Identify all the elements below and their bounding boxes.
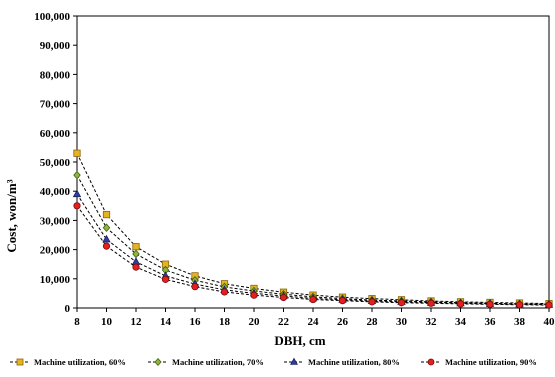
data-point (515, 301, 524, 309)
x-tick-label: 18 (219, 316, 231, 328)
data-point (102, 234, 111, 243)
data-point (73, 149, 81, 157)
series-line (76, 174, 550, 305)
x-tick-label: 28 (367, 316, 379, 328)
legend-item-2: Machine utilization, 70% (148, 357, 264, 367)
y-tick-label: 70,000 (40, 99, 71, 111)
legend-item-4: Machine utilization, 90% (421, 357, 537, 367)
legend-label: Machine utilization, 90% (445, 357, 537, 367)
x-tick-label: 14 (160, 316, 172, 328)
series-1 (73, 149, 553, 308)
y-tick-label: 80,000 (40, 69, 71, 81)
x-tick-label: 40 (544, 316, 555, 328)
data-point (338, 297, 347, 305)
series-line (76, 205, 550, 306)
x-tick-label: 36 (485, 316, 497, 328)
legend-item-1: Machine utilization, 60% (10, 357, 126, 367)
y-tick-label: 0 (65, 303, 71, 315)
data-point (309, 295, 317, 304)
y-axis-title: Cost, won/m³ (4, 179, 19, 252)
data-point (486, 300, 494, 308)
x-tick-label: 38 (514, 316, 526, 328)
x-tick-label: 24 (308, 316, 320, 328)
data-point (132, 243, 140, 251)
data-point (397, 299, 406, 307)
data-point (161, 275, 170, 283)
legend-label: Machine utilization, 70% (172, 357, 264, 367)
data-point (279, 293, 288, 302)
data-point (368, 298, 376, 306)
legend-label: Machine utilization, 60% (34, 357, 126, 367)
data-point (72, 189, 82, 198)
data-point (102, 223, 111, 232)
x-tick-label: 34 (455, 316, 467, 328)
x-axis-title: DBH, cm (274, 333, 325, 348)
data-point (131, 257, 141, 265)
series-line (76, 153, 550, 305)
x-tick-label: 16 (190, 316, 202, 328)
data-point (545, 301, 553, 309)
data-point (102, 210, 111, 219)
legend: Machine utilization, 60% Machine utilizat… (10, 357, 537, 367)
y-tick-label: 100,000 (34, 11, 70, 23)
x-tick-label: 30 (396, 316, 408, 328)
axes: 0 10,000 20,000 30,000 40,000 50,000 60,000 70,… (34, 11, 555, 328)
y-tick-label: 20,000 (40, 245, 71, 257)
x-tick-label: 12 (131, 316, 143, 328)
data-point (220, 288, 229, 296)
y-tick-label: 30,000 (40, 215, 71, 227)
legend-marker (16, 358, 24, 366)
data-point (427, 299, 435, 307)
y-tick-label: 50,000 (40, 157, 71, 169)
legend-label: Machine utilization, 80% (308, 357, 400, 367)
x-tick-label: 10 (101, 316, 113, 328)
data-point (456, 300, 465, 308)
y-tick-label: 40,000 (40, 186, 71, 198)
legend-marker (427, 358, 435, 366)
data-point (73, 170, 81, 180)
x-tick-label: 22 (278, 316, 290, 328)
data-point (250, 291, 258, 299)
plot-frame (76, 15, 550, 309)
legend-item-3: Machine utilization, 80% (284, 357, 400, 367)
x-tick-label: 20 (249, 316, 261, 328)
y-tick-label: 60,000 (40, 128, 71, 140)
plot-area (76, 15, 550, 309)
data-point (102, 242, 111, 250)
y-tick-label: 10,000 (40, 274, 71, 286)
legend-marker (290, 357, 298, 365)
series-layer (72, 149, 554, 309)
series-3 (72, 189, 554, 308)
data-point (132, 263, 140, 271)
series-2 (73, 170, 553, 309)
x-tick-label: 8 (74, 316, 80, 328)
series-line (76, 193, 550, 306)
data-point (73, 202, 81, 210)
x-tick-label: 26 (337, 316, 349, 328)
legend-marker (154, 357, 162, 367)
data-point (191, 283, 199, 291)
y-tick-label: 90,000 (40, 40, 71, 52)
series-4 (73, 202, 553, 309)
x-tick-label: 32 (426, 316, 438, 328)
